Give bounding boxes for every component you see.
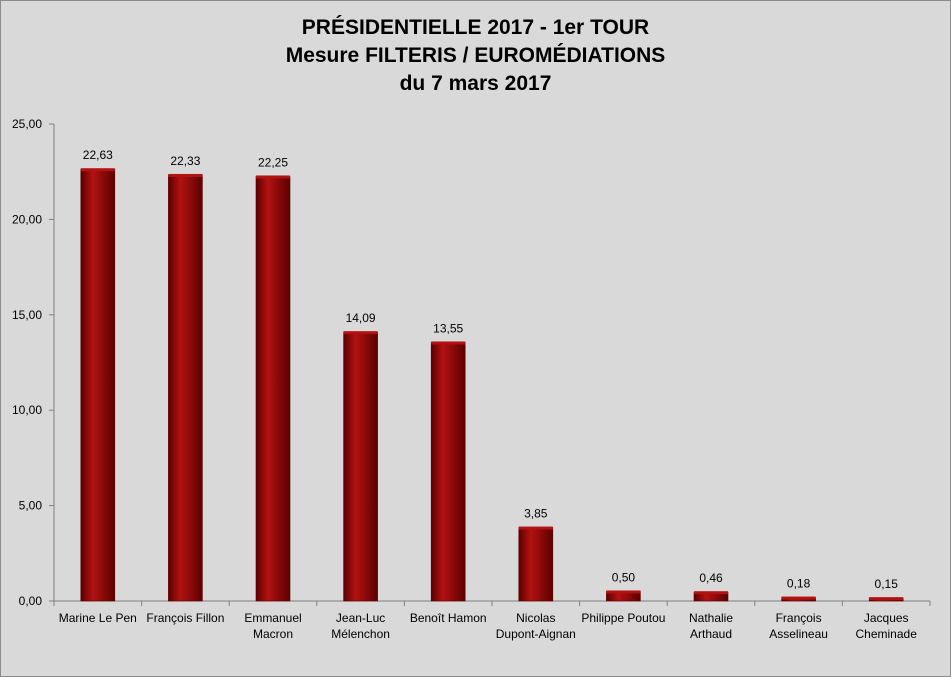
bar <box>168 174 203 602</box>
category-label: Arthaud <box>690 627 732 641</box>
category-label: Jacques <box>864 611 909 625</box>
category-label: Dupont-Aignan <box>496 627 576 641</box>
bar <box>80 168 116 602</box>
bar-cap <box>694 591 728 595</box>
data-label: 0,46 <box>699 571 723 585</box>
y-tick-label: 15,00 <box>12 308 42 322</box>
y-tick-label: 25,00 <box>12 117 42 131</box>
bar <box>343 331 378 602</box>
data-label: 22,63 <box>83 148 113 162</box>
category-label: Asselineau <box>769 627 828 641</box>
category-label: Benoît Hamon <box>410 611 487 625</box>
bar-cap <box>781 596 816 600</box>
category-label: Nicolas <box>516 611 555 625</box>
bar-cap <box>518 526 553 530</box>
category-label: Philippe Poutou <box>581 611 665 625</box>
data-label: 22,33 <box>170 154 200 168</box>
y-tick-label: 0,00 <box>19 594 43 608</box>
bar <box>255 176 291 602</box>
bar-cap <box>869 597 904 601</box>
data-label: 14,09 <box>346 311 376 325</box>
bar <box>518 527 554 602</box>
category-label: Jean-Luc <box>336 611 385 625</box>
bar-cap <box>80 168 115 172</box>
category-label: Marine Le Pen <box>59 611 137 625</box>
y-tick-label: 5,00 <box>19 499 43 513</box>
data-label: 0,15 <box>875 577 899 591</box>
data-label: 0,50 <box>612 570 636 584</box>
data-label: 3,85 <box>524 507 548 521</box>
chart-title: PRÉSIDENTIELLE 2017 - 1er TOUR Mesure FI… <box>0 14 951 98</box>
category-label: Nathalie <box>689 611 733 625</box>
category-label: Cheminade <box>856 627 918 641</box>
labels: 0,00 5,00 10,00 15,00 20,00 25,00 22,63 Marine … <box>12 117 917 641</box>
category-label: François <box>776 611 822 625</box>
y-tick-label: 20,00 <box>12 212 42 226</box>
bars <box>80 168 904 602</box>
chart-title-line-2: Mesure FILTERIS / EUROMÉDIATIONS <box>285 44 666 67</box>
bar-cap <box>343 331 378 335</box>
bar-cap <box>606 590 641 594</box>
chart-title-line-3: du 7 mars 2017 <box>399 72 552 95</box>
category-label: François Fillon <box>146 611 224 625</box>
bar <box>430 342 466 602</box>
data-label: 0,18 <box>787 577 811 591</box>
chart-title-line-1: PRÉSIDENTIELLE 2017 - 1er TOUR <box>301 16 650 39</box>
bar-cap <box>431 341 466 345</box>
bar-cap <box>168 173 203 177</box>
y-tick-label: 10,00 <box>12 403 42 417</box>
category-label: Mélenchon <box>331 627 390 641</box>
category-label: Macron <box>253 627 293 641</box>
data-label: 13,55 <box>433 321 463 335</box>
category-label: Emmanuel <box>244 611 301 625</box>
bar-cap <box>256 175 290 179</box>
data-label: 22,25 <box>258 155 288 169</box>
